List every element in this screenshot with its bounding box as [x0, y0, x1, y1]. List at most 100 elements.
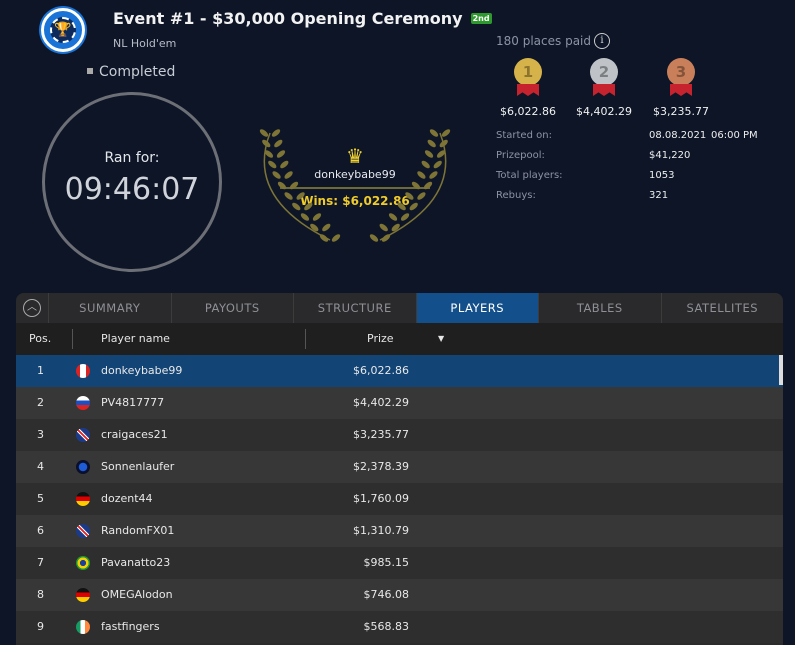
laurel-leaf [409, 202, 418, 211]
info-icon[interactable]: i [594, 33, 610, 49]
row-pos: 5 [37, 492, 44, 505]
laurel-leaf [284, 192, 293, 200]
col-prize[interactable]: Prize [367, 332, 394, 345]
tab-structure[interactable]: STRUCTURE [293, 293, 416, 323]
sort-desc-icon[interactable]: ▼ [438, 334, 445, 343]
table-row[interactable]: 2 PV4817777 $4,402.29 [16, 387, 783, 419]
event-title: Event #1 - $30,000 Opening Ceremony 2nd [113, 9, 492, 28]
laurel-leaf [304, 202, 313, 211]
row-pos: 2 [37, 396, 44, 409]
laurel-leaf [417, 171, 426, 179]
laurel-leaf [274, 139, 283, 148]
tab-payouts[interactable]: PAYOUTS [170, 293, 294, 323]
laurel-leaf [441, 129, 451, 137]
medal-1: 1 $6,022.86 [493, 58, 563, 118]
laurel-leaf [259, 129, 269, 137]
row-pos: 4 [37, 460, 44, 473]
tab-players[interactable]: PLAYERS [415, 293, 538, 323]
row-player-name: RandomFX01 [101, 524, 175, 537]
places-paid: 180 places paid [496, 34, 591, 48]
status-icon [87, 68, 93, 74]
laurel-leaf [397, 202, 406, 211]
laurel-leaf [322, 223, 331, 232]
flag-russia-icon [76, 396, 90, 410]
medal-3: 3 $3,235.77 [646, 58, 716, 118]
collapse-button[interactable]: ︿ [16, 293, 48, 323]
laurel-leaf [391, 223, 400, 232]
table-row[interactable]: 8 OMEGAlodon $746.08 [16, 579, 783, 611]
table-row[interactable]: 5 dozent44 $1,760.09 [16, 483, 783, 515]
row-prize: $1,310.79 [353, 524, 409, 537]
silver-medal-icon: 2 [590, 58, 618, 86]
table-row[interactable]: 7 Pavanatto23 $985.15 [16, 547, 783, 579]
tab-bar: ︿ SUMMARY PAYOUTS STRUCTURE PLAYERS TABL… [16, 293, 783, 323]
game-type: NL Hold'em [113, 37, 177, 50]
laurel-leaf [405, 192, 414, 200]
flag-uk-icon [76, 428, 90, 442]
row-pos: 7 [37, 556, 44, 569]
table-row[interactable]: 1 donkeybabe99 $6,022.86 [16, 355, 783, 387]
col-player-name[interactable]: Player name [101, 332, 170, 345]
row-prize: $4,402.29 [353, 396, 409, 409]
medal-2: 2 $4,402.29 [569, 58, 639, 118]
players-table: 1 donkeybabe99 $6,022.86 2 PV4817777 $4,4… [16, 355, 783, 643]
laurel-leaf [276, 150, 286, 158]
crown-icon: ♛ [346, 144, 364, 168]
laurel-leaf [331, 234, 341, 242]
table-row[interactable]: 3 craigaces21 $3,235.77 [16, 419, 783, 451]
started-date: 08.08.2021 [649, 130, 707, 141]
gold-medal-icon: 1 [514, 58, 542, 86]
row-player-name: dozent44 [101, 492, 153, 505]
laurel-leaf [388, 213, 398, 221]
laurel-leaf [271, 129, 281, 137]
row-player-name: fastfingers [101, 620, 160, 633]
laurel-leaf [429, 129, 439, 137]
row-prize: $1,760.09 [353, 492, 409, 505]
flag-germany-icon [76, 492, 90, 506]
winner-prize: Wins: $6,022.86 [300, 194, 410, 208]
table-row[interactable]: 9 fastfingers $568.83 [16, 611, 783, 643]
row-prize: $2,378.39 [353, 460, 409, 473]
clock-time: 09:46:07 [64, 172, 200, 207]
tab-satellites[interactable]: SATELLITES [660, 293, 784, 323]
row-player-name: PV4817777 [101, 396, 165, 409]
laurel-leaf [312, 213, 322, 221]
laurel-leaf [417, 192, 426, 200]
tab-summary[interactable]: SUMMARY [48, 293, 171, 323]
rebuys-label: Rebuys: [496, 190, 536, 201]
row-pos: 8 [37, 588, 44, 601]
laurel-leaf [424, 150, 434, 158]
laurel-leaf [411, 181, 421, 190]
clock-label: Ran for: [104, 150, 160, 166]
laurel-leaf [264, 150, 274, 158]
flag-brazil-icon [76, 556, 90, 570]
row-pos: 9 [37, 620, 44, 633]
laurel-leaf [277, 181, 287, 190]
flag-canada-icon [76, 364, 90, 378]
laurel-leaf [436, 150, 446, 158]
laurel-leaf [268, 160, 277, 169]
run-time-clock: Ran for: 09:46:07 [42, 92, 222, 272]
scrollbar[interactable] [779, 355, 783, 385]
laurel-leaf [310, 223, 319, 232]
laurel-leaf [400, 213, 410, 221]
table-row[interactable]: 6 RandomFX01 $1,310.79 [16, 515, 783, 547]
bronze-medal-icon: 3 [667, 58, 695, 86]
row-player-name: craigaces21 [101, 428, 168, 441]
laurel-leaf [284, 171, 293, 179]
place-badge: 2nd [470, 13, 492, 24]
rebuys-value: 321 [649, 190, 669, 201]
tab-tables[interactable]: TABLES [538, 293, 661, 323]
row-prize: $6,022.86 [353, 364, 409, 377]
table-row[interactable]: 4 Sonnenlaufer $2,378.39 [16, 451, 783, 483]
col-pos[interactable]: Pos. [29, 332, 52, 345]
laurel-leaf [292, 202, 301, 211]
laurel-leaf [429, 171, 438, 179]
laurel-leaf [427, 139, 436, 148]
row-prize: $568.83 [363, 620, 410, 633]
flag-world-icon [76, 460, 90, 474]
row-prize: $985.15 [363, 556, 410, 569]
row-pos: 3 [37, 428, 44, 441]
row-prize: $3,235.77 [353, 428, 409, 441]
winner-wreath: ♛ donkeybabe99 Wins: $6,022.86 [250, 128, 460, 243]
